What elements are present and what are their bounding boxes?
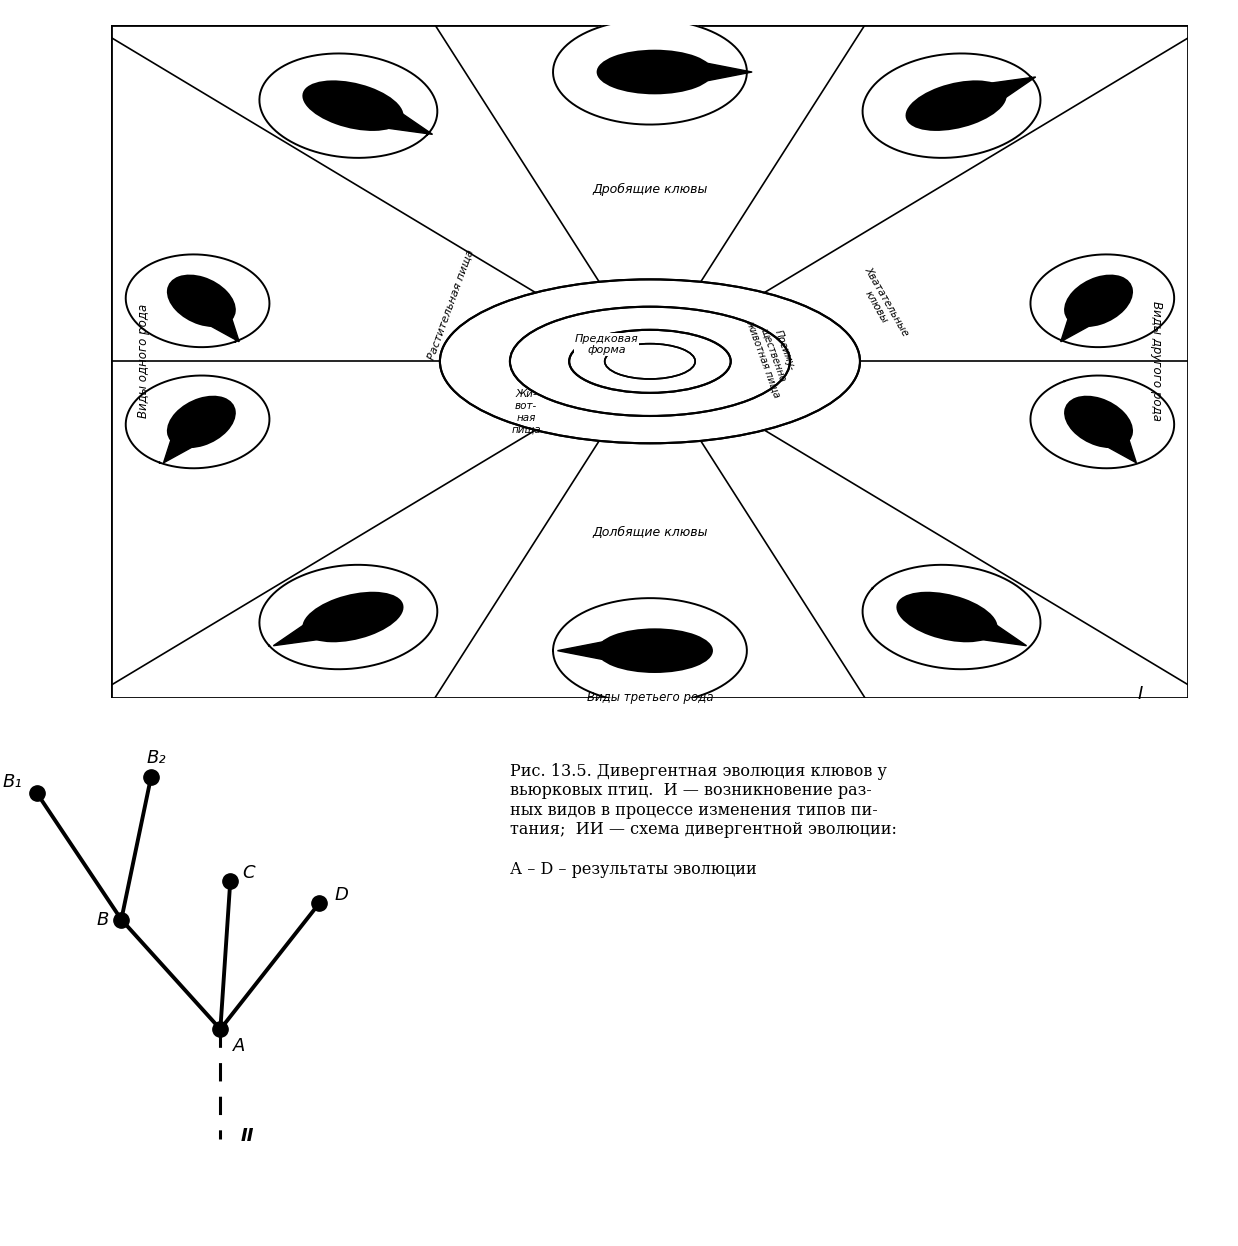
Polygon shape	[1061, 318, 1091, 341]
Ellipse shape	[302, 81, 404, 131]
Polygon shape	[260, 564, 437, 669]
Text: Дробящие клювы: Дробящие клювы	[592, 183, 708, 197]
Ellipse shape	[167, 274, 235, 326]
Polygon shape	[163, 439, 193, 462]
Ellipse shape	[905, 81, 1006, 131]
Ellipse shape	[302, 592, 404, 642]
Polygon shape	[260, 54, 437, 158]
Polygon shape	[989, 77, 1036, 100]
Polygon shape	[557, 642, 605, 660]
Ellipse shape	[597, 628, 713, 673]
Polygon shape	[126, 254, 270, 348]
Text: Преиму-
щественно
животная пища: Преиму- щественно животная пища	[744, 310, 803, 399]
Ellipse shape	[569, 330, 730, 392]
Text: Предковая
форма: Предковая форма	[574, 334, 639, 355]
Text: Долбящие клювы: Долбящие клювы	[592, 526, 708, 540]
Text: A: A	[233, 1037, 245, 1054]
Polygon shape	[863, 564, 1040, 669]
Polygon shape	[979, 623, 1026, 645]
Text: Виды одного рода: Виды одного рода	[137, 304, 150, 419]
Ellipse shape	[604, 344, 696, 379]
Text: Рис. 13.5. Дивергентная эволюция клювов у
вьюрковых птиц.  И — возникновение раз: Рис. 13.5. Дивергентная эволюция клювов …	[510, 763, 896, 877]
Polygon shape	[209, 318, 239, 341]
Text: B: B	[97, 911, 109, 928]
Polygon shape	[1030, 254, 1174, 348]
Ellipse shape	[896, 592, 998, 642]
Polygon shape	[703, 62, 753, 81]
Text: II: II	[240, 1128, 254, 1145]
Text: D: D	[334, 886, 348, 903]
Polygon shape	[386, 112, 432, 135]
Text: C: C	[243, 863, 255, 882]
Text: Растительная пища: Растительная пища	[426, 248, 475, 360]
Text: I: I	[1138, 685, 1143, 704]
Ellipse shape	[167, 396, 235, 449]
Polygon shape	[274, 623, 321, 645]
Ellipse shape	[439, 279, 860, 444]
Polygon shape	[126, 375, 270, 468]
Ellipse shape	[597, 50, 713, 95]
Polygon shape	[1030, 375, 1174, 468]
Ellipse shape	[510, 307, 790, 416]
Polygon shape	[553, 598, 747, 703]
Ellipse shape	[1065, 274, 1133, 326]
Text: B₁: B₁	[2, 774, 22, 791]
Text: Жи-
вот-
ная
пища: Жи- вот- ная пища	[511, 390, 541, 434]
Text: Хватательные
клювы: Хватательные клювы	[853, 264, 910, 344]
Polygon shape	[1107, 439, 1136, 462]
Text: B₂: B₂	[146, 749, 166, 766]
Text: Виды другого рода: Виды другого рода	[1150, 302, 1162, 421]
Polygon shape	[863, 54, 1040, 158]
Polygon shape	[553, 20, 747, 125]
Text: Виды третьего рода: Виды третьего рода	[587, 692, 713, 704]
Ellipse shape	[1065, 396, 1133, 449]
